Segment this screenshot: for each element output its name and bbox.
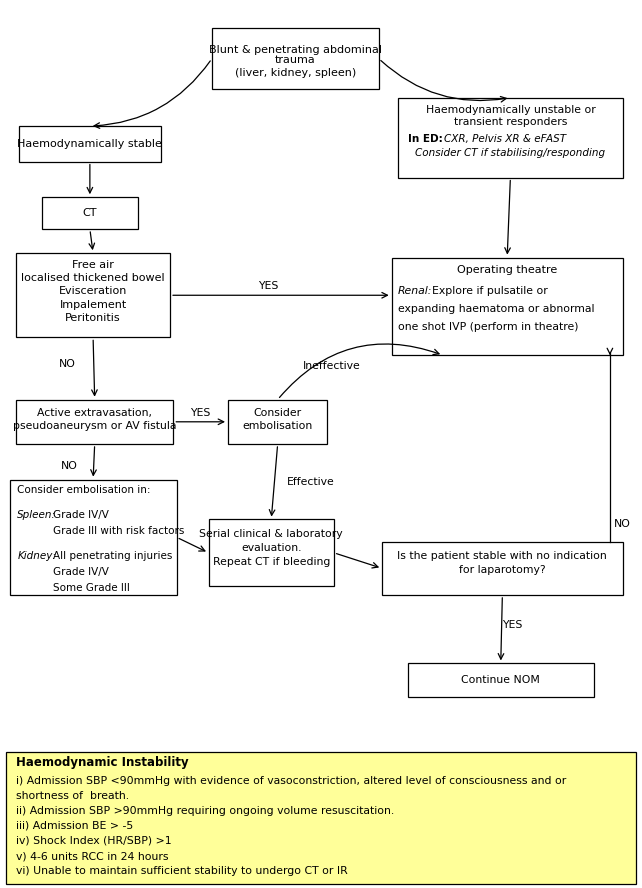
Text: Kidney:: Kidney: bbox=[17, 551, 56, 561]
Text: Peritonitis: Peritonitis bbox=[65, 313, 121, 323]
Text: Is the patient stable with no indication: Is the patient stable with no indication bbox=[397, 551, 607, 561]
FancyBboxPatch shape bbox=[42, 197, 138, 229]
Text: CT: CT bbox=[83, 208, 97, 218]
Text: trauma: trauma bbox=[275, 55, 316, 66]
Text: Serial clinical & laboratory: Serial clinical & laboratory bbox=[200, 528, 343, 539]
Text: for laparotomy?: for laparotomy? bbox=[459, 565, 546, 575]
FancyBboxPatch shape bbox=[212, 28, 379, 89]
Text: transient responders: transient responders bbox=[454, 116, 567, 127]
Text: In ED:: In ED: bbox=[408, 134, 442, 145]
Text: localised thickened bowel: localised thickened bowel bbox=[21, 273, 165, 283]
Text: Free air: Free air bbox=[72, 259, 114, 270]
Text: Evisceration: Evisceration bbox=[59, 286, 127, 297]
Text: NO: NO bbox=[59, 359, 76, 369]
Text: one shot IVP (perform in theatre): one shot IVP (perform in theatre) bbox=[398, 321, 578, 332]
Text: evaluation.: evaluation. bbox=[241, 543, 302, 553]
FancyBboxPatch shape bbox=[19, 126, 160, 162]
FancyBboxPatch shape bbox=[408, 663, 594, 697]
Text: vi) Unable to maintain sufficient stability to undergo CT or IR: vi) Unable to maintain sufficient stabil… bbox=[16, 866, 348, 876]
Text: YES: YES bbox=[191, 408, 211, 418]
Text: Renal:: Renal: bbox=[398, 286, 433, 297]
Text: Some Grade III: Some Grade III bbox=[53, 583, 130, 593]
FancyBboxPatch shape bbox=[382, 542, 623, 595]
Text: Effective: Effective bbox=[288, 477, 335, 487]
Text: Haemodynamically unstable or: Haemodynamically unstable or bbox=[426, 105, 595, 115]
Text: pseudoaneurysm or AV fistula: pseudoaneurysm or AV fistula bbox=[13, 421, 177, 432]
Text: (liver, kidney, spleen): (liver, kidney, spleen) bbox=[235, 67, 356, 78]
Text: Impalement: Impalement bbox=[60, 299, 126, 310]
Text: ii) Admission SBP >90mmHg requiring ongoing volume resuscitation.: ii) Admission SBP >90mmHg requiring ongo… bbox=[16, 805, 394, 816]
Text: Grade IV/V: Grade IV/V bbox=[53, 567, 108, 577]
FancyBboxPatch shape bbox=[16, 253, 170, 337]
Text: Active extravasation,: Active extravasation, bbox=[37, 408, 152, 418]
Text: iii) Admission BE > -5: iii) Admission BE > -5 bbox=[16, 821, 134, 831]
Text: Operating theatre: Operating theatre bbox=[457, 265, 557, 275]
Text: Haemodynamic Instability: Haemodynamic Instability bbox=[16, 757, 189, 769]
Text: i) Admission SBP <90mmHg with evidence of vasoconstriction, altered level of con: i) Admission SBP <90mmHg with evidence o… bbox=[16, 775, 566, 786]
Text: Blunt & penetrating abdominal: Blunt & penetrating abdominal bbox=[209, 44, 382, 55]
Text: All penetrating injuries: All penetrating injuries bbox=[53, 551, 172, 561]
Text: NO: NO bbox=[614, 519, 631, 529]
FancyBboxPatch shape bbox=[10, 480, 177, 595]
Text: Continue NOM: Continue NOM bbox=[462, 675, 540, 686]
Text: Ineffective: Ineffective bbox=[304, 361, 361, 371]
FancyBboxPatch shape bbox=[16, 400, 173, 444]
Text: Spleen:: Spleen: bbox=[17, 510, 56, 520]
Text: CXR, Pelvis XR & eFAST: CXR, Pelvis XR & eFAST bbox=[444, 134, 566, 145]
FancyBboxPatch shape bbox=[209, 519, 334, 586]
FancyBboxPatch shape bbox=[392, 258, 623, 355]
Text: expanding haematoma or abnormal: expanding haematoma or abnormal bbox=[398, 304, 594, 314]
Text: Repeat CT if bleeding: Repeat CT if bleeding bbox=[213, 557, 330, 567]
Text: Grade IV/V: Grade IV/V bbox=[53, 510, 108, 520]
FancyBboxPatch shape bbox=[228, 400, 327, 444]
Text: Haemodynamically stable: Haemodynamically stable bbox=[17, 139, 162, 149]
Text: NO: NO bbox=[60, 461, 78, 472]
Text: embolisation: embolisation bbox=[243, 421, 313, 432]
Text: Consider: Consider bbox=[254, 408, 302, 418]
Text: Consider CT if stabilising/responding: Consider CT if stabilising/responding bbox=[415, 147, 605, 158]
Text: Explore if pulsatile or: Explore if pulsatile or bbox=[432, 286, 548, 297]
FancyBboxPatch shape bbox=[398, 98, 623, 178]
Text: v) 4-6 units RCC in 24 hours: v) 4-6 units RCC in 24 hours bbox=[16, 851, 169, 861]
Text: iv) Shock Index (HR/SBP) >1: iv) Shock Index (HR/SBP) >1 bbox=[16, 836, 171, 846]
Text: Grade III with risk factors: Grade III with risk factors bbox=[53, 526, 184, 536]
Text: Consider embolisation in:: Consider embolisation in: bbox=[17, 485, 151, 496]
FancyBboxPatch shape bbox=[6, 752, 636, 884]
Text: YES: YES bbox=[502, 620, 522, 630]
Text: YES: YES bbox=[258, 281, 278, 291]
Text: shortness of  breath.: shortness of breath. bbox=[16, 790, 129, 801]
